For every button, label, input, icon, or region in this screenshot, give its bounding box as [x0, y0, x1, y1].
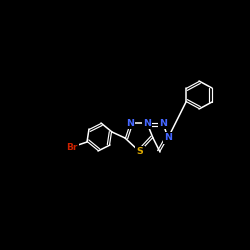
Text: N: N	[164, 134, 172, 142]
Text: S: S	[136, 148, 143, 156]
Text: Br: Br	[66, 142, 78, 152]
Text: N: N	[159, 118, 167, 128]
Text: N: N	[126, 118, 134, 128]
Text: N: N	[143, 118, 151, 128]
